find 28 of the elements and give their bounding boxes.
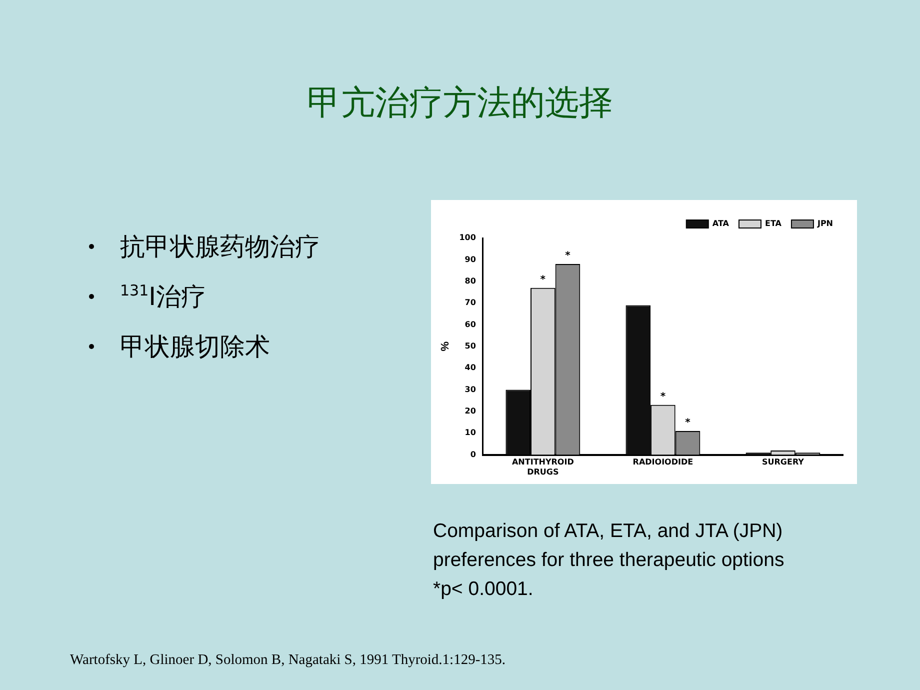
y-tick-label: 90: [464, 254, 476, 264]
y-tick-label: 20: [464, 406, 476, 416]
y-axis-title: %: [440, 341, 452, 352]
text: 抗甲状腺药物治疗: [119, 231, 320, 263]
chart-title: 甲亢治疗方法的选择: [306, 82, 614, 125]
data-label: *: [540, 274, 546, 286]
y-tick-label: 100: [459, 233, 476, 242]
y-tick-label: 10: [464, 428, 476, 438]
text: Comparison of ATA, ETA, and JTA (JPN) preferences for three therapeutic options *p< 0.0001.: [433, 519, 786, 602]
x-tick-label: SURGERY: [762, 458, 804, 467]
text: 甲状腺切除术: [119, 331, 271, 363]
y-tick-label: 40: [464, 363, 476, 372]
y-tick-label: 60: [464, 320, 476, 329]
y-tick-label: 80: [464, 276, 476, 286]
legend-label: ATA: [712, 219, 730, 228]
legend-label: ETA: [764, 219, 782, 228]
y-tick-label: 70: [464, 298, 476, 308]
data-label: *: [660, 392, 666, 403]
data-label: *: [565, 250, 572, 262]
text: $^{131}$I治疗: [119, 280, 208, 313]
legend-label: JPN: [816, 219, 834, 228]
data-label: *: [685, 418, 692, 429]
y-tick-label: 0: [470, 450, 476, 459]
x-tick-label: RADIOIODIDE: [632, 458, 694, 467]
text: Wartofsky L, Glinoer D, Solomon B, Nagataki S, 1991 Thyroid.1:129-135.: [70, 652, 506, 669]
x-tick-label: ANTITHYROID DRUGS: [512, 458, 574, 476]
y-tick-label: 30: [464, 384, 476, 394]
y-tick-label: 50: [464, 341, 476, 350]
